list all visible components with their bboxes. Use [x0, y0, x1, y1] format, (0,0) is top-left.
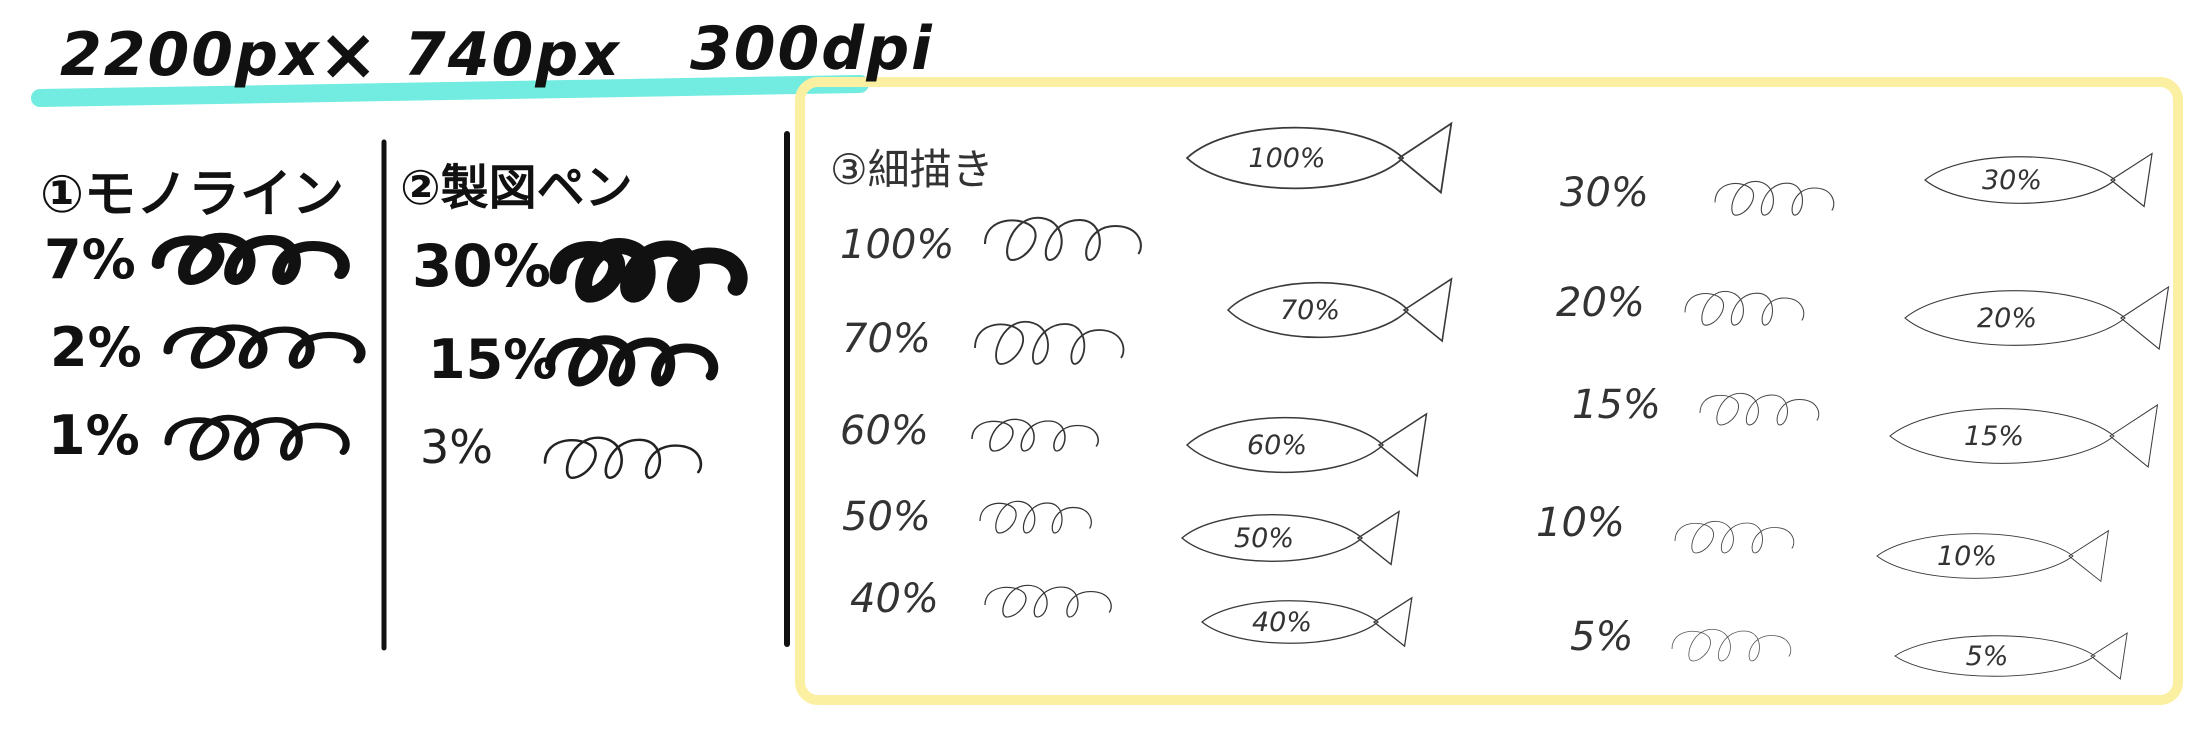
section3-left-row1-percent: 100% — [840, 222, 955, 268]
fish-label-30: 30% — [1982, 165, 2042, 196]
stroke-sample-fine-50 — [979, 500, 1092, 534]
fish-label-70: 70% — [1280, 295, 1340, 326]
stroke-sample-fine-70 — [974, 320, 1125, 365]
stroke-sample-fine-100 — [983, 216, 1142, 262]
section3-right-row5-percent: 5% — [1570, 614, 1634, 660]
section1-row3-percent: 1% — [48, 404, 140, 467]
stroke-sample-mono-1 — [168, 418, 346, 458]
section1-row1-percent: 7% — [44, 228, 136, 291]
section3-left-row4-percent: 50% — [842, 494, 931, 540]
section1-row2-percent: 2% — [50, 316, 142, 379]
section2-row1-percent: 30% — [412, 232, 551, 300]
section3-left-row5-percent: 40% — [850, 576, 939, 622]
fish-doodle-50: 50% — [1180, 510, 1400, 566]
fish-doodle-60: 60% — [1185, 412, 1428, 478]
fish-label-50: 50% — [1234, 523, 1294, 554]
stroke-sample-mono-2 — [168, 328, 361, 366]
section3-left-row2-percent: 70% — [842, 316, 931, 362]
title-highlight — [31, 75, 869, 107]
fish-label-15: 15% — [1964, 421, 2024, 452]
fish-doodle-15: 15% — [1889, 403, 2159, 468]
stroke-sample-fine-60 — [971, 418, 1099, 452]
section3-right-row1-percent: 30% — [1560, 170, 1649, 216]
stroke-sample-mono-7 — [158, 238, 344, 280]
stroke-sample-fine-15 — [1699, 392, 1820, 426]
stroke-sample-fine-40 — [984, 584, 1112, 618]
stroke-sample-pen-30 — [558, 246, 739, 295]
stroke-sample-fine-20 — [1684, 290, 1805, 326]
canvas-height-label: 740px — [404, 20, 621, 90]
section3-right-row4-percent: 10% — [1536, 500, 1625, 546]
section3-right-row3-percent: 15% — [1572, 382, 1661, 428]
section3-frame — [795, 77, 2183, 705]
fish-doodle-10: 10% — [1876, 529, 2110, 583]
stroke-sample-fine-5 — [1671, 628, 1792, 662]
fish-doodle-40: 40% — [1200, 596, 1413, 648]
stroke-sample-fine-10 — [1674, 520, 1795, 554]
times-symbol: × — [318, 12, 381, 96]
fish-label-5: 5% — [1966, 641, 2009, 672]
section2-row3-percent: 3% — [420, 420, 493, 474]
section3-left-row3-percent: 60% — [840, 408, 929, 454]
fish-label-60: 60% — [1247, 430, 1307, 461]
stroke-sample-fine-30 — [1714, 180, 1835, 216]
fish-doodle-30: 30% — [1924, 152, 2153, 208]
canvas-width-label: 2200px — [60, 20, 321, 90]
fish-label-20: 20% — [1977, 303, 2037, 334]
stroke-sample-pen-3 — [543, 436, 703, 480]
dpi-label: 300dpi — [690, 14, 934, 84]
fish-label-40: 40% — [1252, 607, 1312, 638]
section2-row2-percent: 15% — [428, 328, 558, 391]
fish-doodle-100: 100% — [1185, 121, 1453, 195]
section2-heading: ②製図ペン — [400, 160, 633, 216]
section3-right-row2-percent: 20% — [1556, 280, 1645, 326]
fish-doodle-70: 70% — [1226, 277, 1453, 343]
fish-doodle-5: 5% — [1894, 632, 2128, 680]
fish-label-10: 10% — [1937, 541, 1997, 572]
stroke-sample-pen-15 — [550, 340, 713, 382]
section1-heading: ①モノライン — [40, 165, 345, 225]
fish-doodle-20: 20% — [1904, 285, 2170, 351]
section3-heading: ③細描き — [830, 145, 994, 194]
fish-label-100: 100% — [1248, 143, 1325, 174]
